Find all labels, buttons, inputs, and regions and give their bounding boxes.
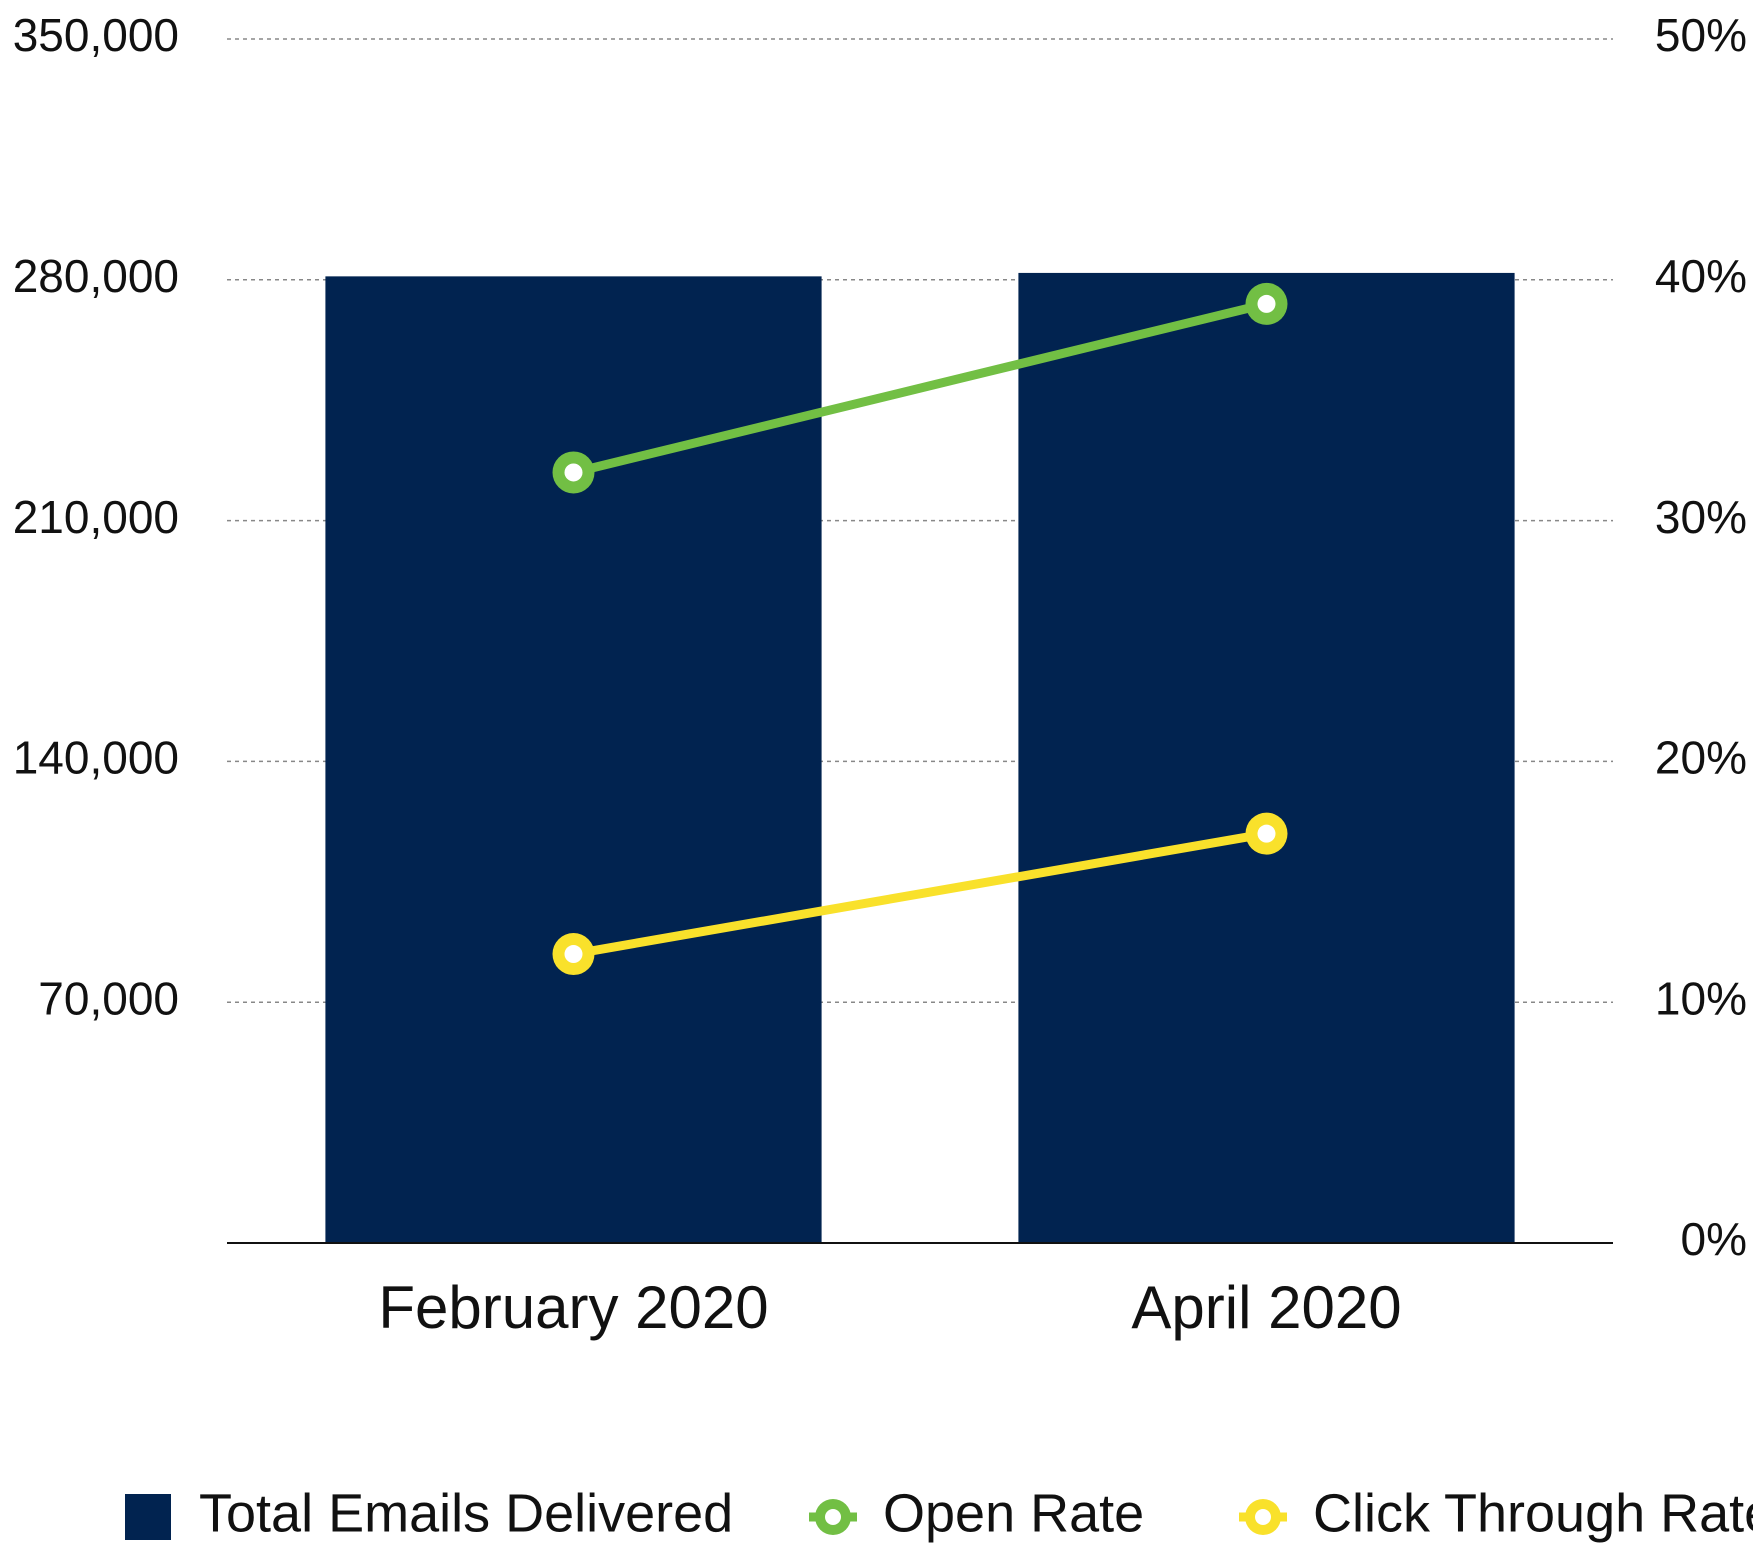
- point-center: [1257, 824, 1276, 843]
- legend-marker-center: [825, 1509, 841, 1525]
- y2-tick-label: 30%: [1655, 491, 1747, 543]
- y2-tick-label: 40%: [1655, 250, 1747, 302]
- y-tick-label: 140,000: [13, 732, 179, 784]
- bar: [325, 276, 822, 1243]
- x-tick-label: February 2020: [378, 1274, 768, 1341]
- point-center: [1257, 294, 1276, 313]
- legend-label: Open Rate: [883, 1483, 1144, 1543]
- point-center: [564, 945, 583, 964]
- y2-tick-label: 10%: [1655, 972, 1747, 1024]
- y2-tick-label: 50%: [1655, 9, 1747, 61]
- legend-label: Click Through Rate: [1313, 1483, 1753, 1543]
- line: [572, 829, 1268, 959]
- y-tick-label: 280,000: [13, 250, 179, 302]
- legend: Total Emails Delivered Open Rate Click Thr…: [125, 1483, 1753, 1543]
- legend-swatch: [125, 1494, 171, 1540]
- y2-tick-label: 0%: [1681, 1213, 1747, 1265]
- point-center: [564, 463, 583, 482]
- bar: [1018, 272, 1515, 1243]
- x-tick-label: April 2020: [1131, 1274, 1401, 1341]
- y-tick-label: 70,000: [38, 972, 179, 1024]
- legend-label: Total Emails Delivered: [199, 1483, 733, 1543]
- legend-marker-center: [1255, 1509, 1271, 1525]
- y-tick-label: 210,000: [13, 491, 179, 543]
- y-tick-label: 350,000: [13, 9, 179, 61]
- y2-tick-label: 20%: [1655, 732, 1747, 784]
- line: [572, 299, 1268, 477]
